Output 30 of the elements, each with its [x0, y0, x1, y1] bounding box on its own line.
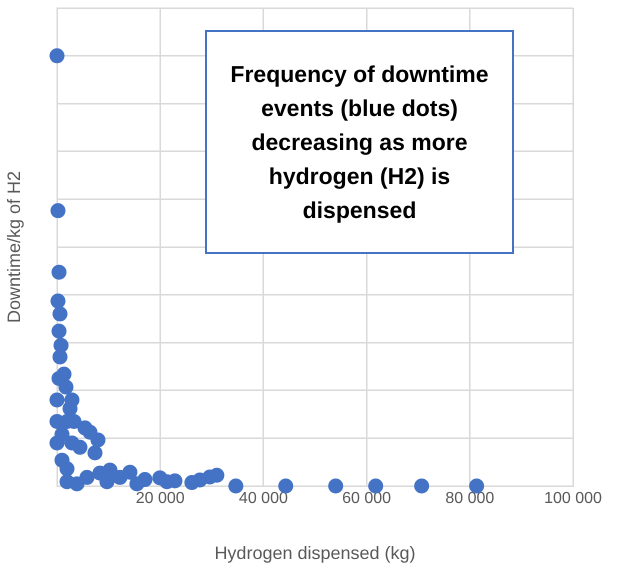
- point: [52, 349, 68, 364]
- point: [64, 435, 80, 450]
- point: [62, 401, 78, 416]
- point: [129, 476, 144, 492]
- point: [122, 464, 138, 480]
- point: [414, 478, 430, 494]
- point: [228, 478, 244, 494]
- point: [90, 432, 106, 448]
- x-tick-label: 60 000: [342, 490, 392, 508]
- point: [69, 476, 84, 492]
- x-tick-label: 80 000: [445, 490, 494, 508]
- point: [60, 461, 75, 476]
- point: [79, 470, 94, 485]
- x-tick-label: 100 000: [544, 490, 602, 508]
- x-tick-label: 20 000: [136, 490, 185, 508]
- y-axis-title: Downtime/kg of H2: [4, 170, 24, 324]
- point: [50, 203, 66, 218]
- point: [52, 264, 67, 280]
- point: [328, 478, 344, 494]
- text-box: Frequency of downtime events (blue dots) decreasing as more hydrogen (H2) is dispensed: [205, 30, 514, 254]
- point: [87, 445, 102, 460]
- point: [52, 324, 67, 339]
- point: [52, 306, 68, 322]
- point: [54, 426, 70, 442]
- point: [50, 294, 66, 309]
- point: [50, 48, 64, 64]
- x-tick-label: 40 000: [238, 490, 288, 508]
- point: [278, 478, 294, 494]
- point: [50, 392, 64, 408]
- x-axis-title: Hydrogen dispensed (kg): [214, 543, 416, 564]
